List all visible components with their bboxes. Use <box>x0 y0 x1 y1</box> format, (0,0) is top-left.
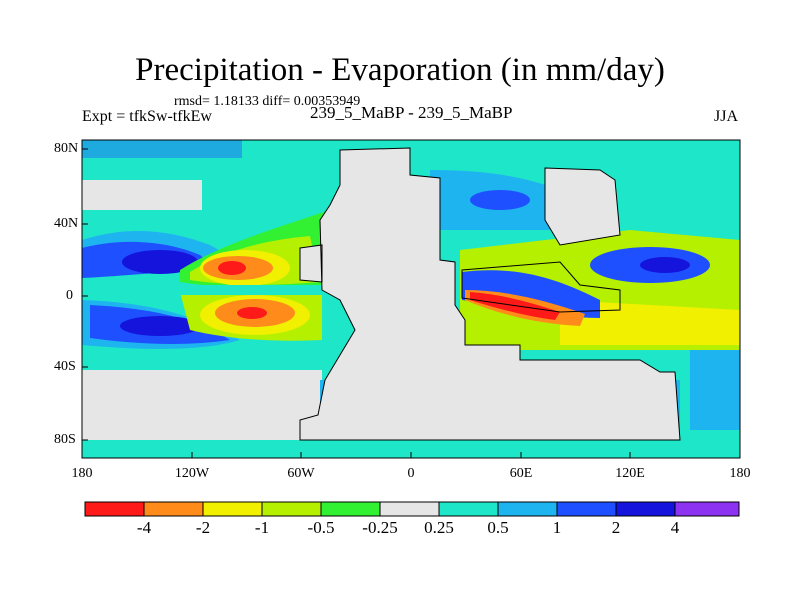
colorbar-label-1: -4 <box>136 518 152 537</box>
colorbar-label-10: 4 <box>670 518 680 537</box>
south-pacific-core <box>120 316 200 336</box>
western-basin-wet-core <box>640 257 690 273</box>
tropical-pacific-dry-south-core <box>237 307 267 319</box>
south-pacific-low-field <box>82 370 322 440</box>
lat-label-40s: 40S <box>54 359 76 374</box>
colorbar-box-6 <box>379 501 440 517</box>
north-pacific-core <box>122 250 198 274</box>
lon-label-180e: 180 <box>729 466 751 481</box>
colorbar-box-1 <box>84 501 145 517</box>
experiment-label: Expt = tfkSw-tfkEw <box>82 108 212 125</box>
plot-title: Precipitation - Evaporation (in mm/day) <box>135 52 665 88</box>
tropical-pacific-dry-north-core <box>218 261 246 275</box>
north-pacific-low-field <box>82 180 202 210</box>
colorbar-label-3: -1 <box>254 518 270 537</box>
colorbar <box>84 501 740 517</box>
lat-label-80n: 80N <box>54 141 79 156</box>
colorbar-label-6: 0.25 <box>424 518 454 537</box>
colorbar-label-5: -0.25 <box>362 518 398 537</box>
lon-label-180w: 180 <box>71 466 93 481</box>
tick-marks <box>81 148 741 458</box>
land-isthmus <box>300 245 322 282</box>
season-label: JJA <box>714 108 739 125</box>
lon-label-60e: 60E <box>509 466 533 481</box>
colorbar-label-9: 2 <box>611 518 621 537</box>
lat-label-40n: 40N <box>54 216 79 231</box>
lon-label-120e: 120E <box>615 466 645 481</box>
colorbar-box-11 <box>674 501 740 517</box>
colorbar-label-2: -2 <box>195 518 211 537</box>
equatorial-band <box>82 285 342 295</box>
colorbar-box-2 <box>143 501 204 517</box>
coastlines <box>299 147 681 441</box>
colorbar-box-7 <box>438 501 499 517</box>
arctic-band <box>82 140 242 158</box>
colorbar-box-4 <box>261 501 322 517</box>
atlantic-itcz <box>462 270 600 318</box>
colorbar-label-4: -0.5 <box>307 518 335 537</box>
run-label: 239_5_MaBP - 239_5_MaBP <box>310 103 513 122</box>
colorbar-box-3 <box>202 501 263 517</box>
land-main <box>300 148 680 440</box>
colorbar-label-8: 1 <box>552 518 562 537</box>
colorbar-box-9 <box>556 501 617 517</box>
land-northeast <box>545 168 620 245</box>
western-basin-yellow <box>560 300 740 345</box>
colorbar-box-8 <box>497 501 558 517</box>
lat-label-80s: 80S <box>54 432 76 447</box>
colorbar-box-10 <box>615 501 676 517</box>
colorbar-box-5 <box>320 501 381 517</box>
lon-label-0: 0 <box>407 466 415 481</box>
lon-label-60w: 60W <box>287 466 315 481</box>
north-atlantic-core <box>470 190 530 210</box>
lon-label-120w: 120W <box>174 466 210 481</box>
lat-label-0: 0 <box>66 288 73 303</box>
field-layer <box>82 140 740 458</box>
stats-line: rmsd= 1.18133 diff= 0.00353949 <box>174 94 361 109</box>
colorbar-label-7: 0.5 <box>487 518 509 537</box>
